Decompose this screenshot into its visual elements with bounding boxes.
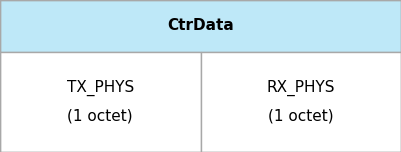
Text: (1 octet): (1 octet) — [67, 109, 133, 123]
Bar — [200, 52, 401, 152]
Text: RX_PHYS: RX_PHYS — [267, 80, 335, 96]
Text: (1 octet): (1 octet) — [268, 109, 334, 123]
Bar — [0, 0, 401, 52]
Bar — [0, 52, 200, 152]
Text: TX_PHYS: TX_PHYS — [67, 80, 134, 96]
Text: CtrData: CtrData — [167, 19, 234, 33]
